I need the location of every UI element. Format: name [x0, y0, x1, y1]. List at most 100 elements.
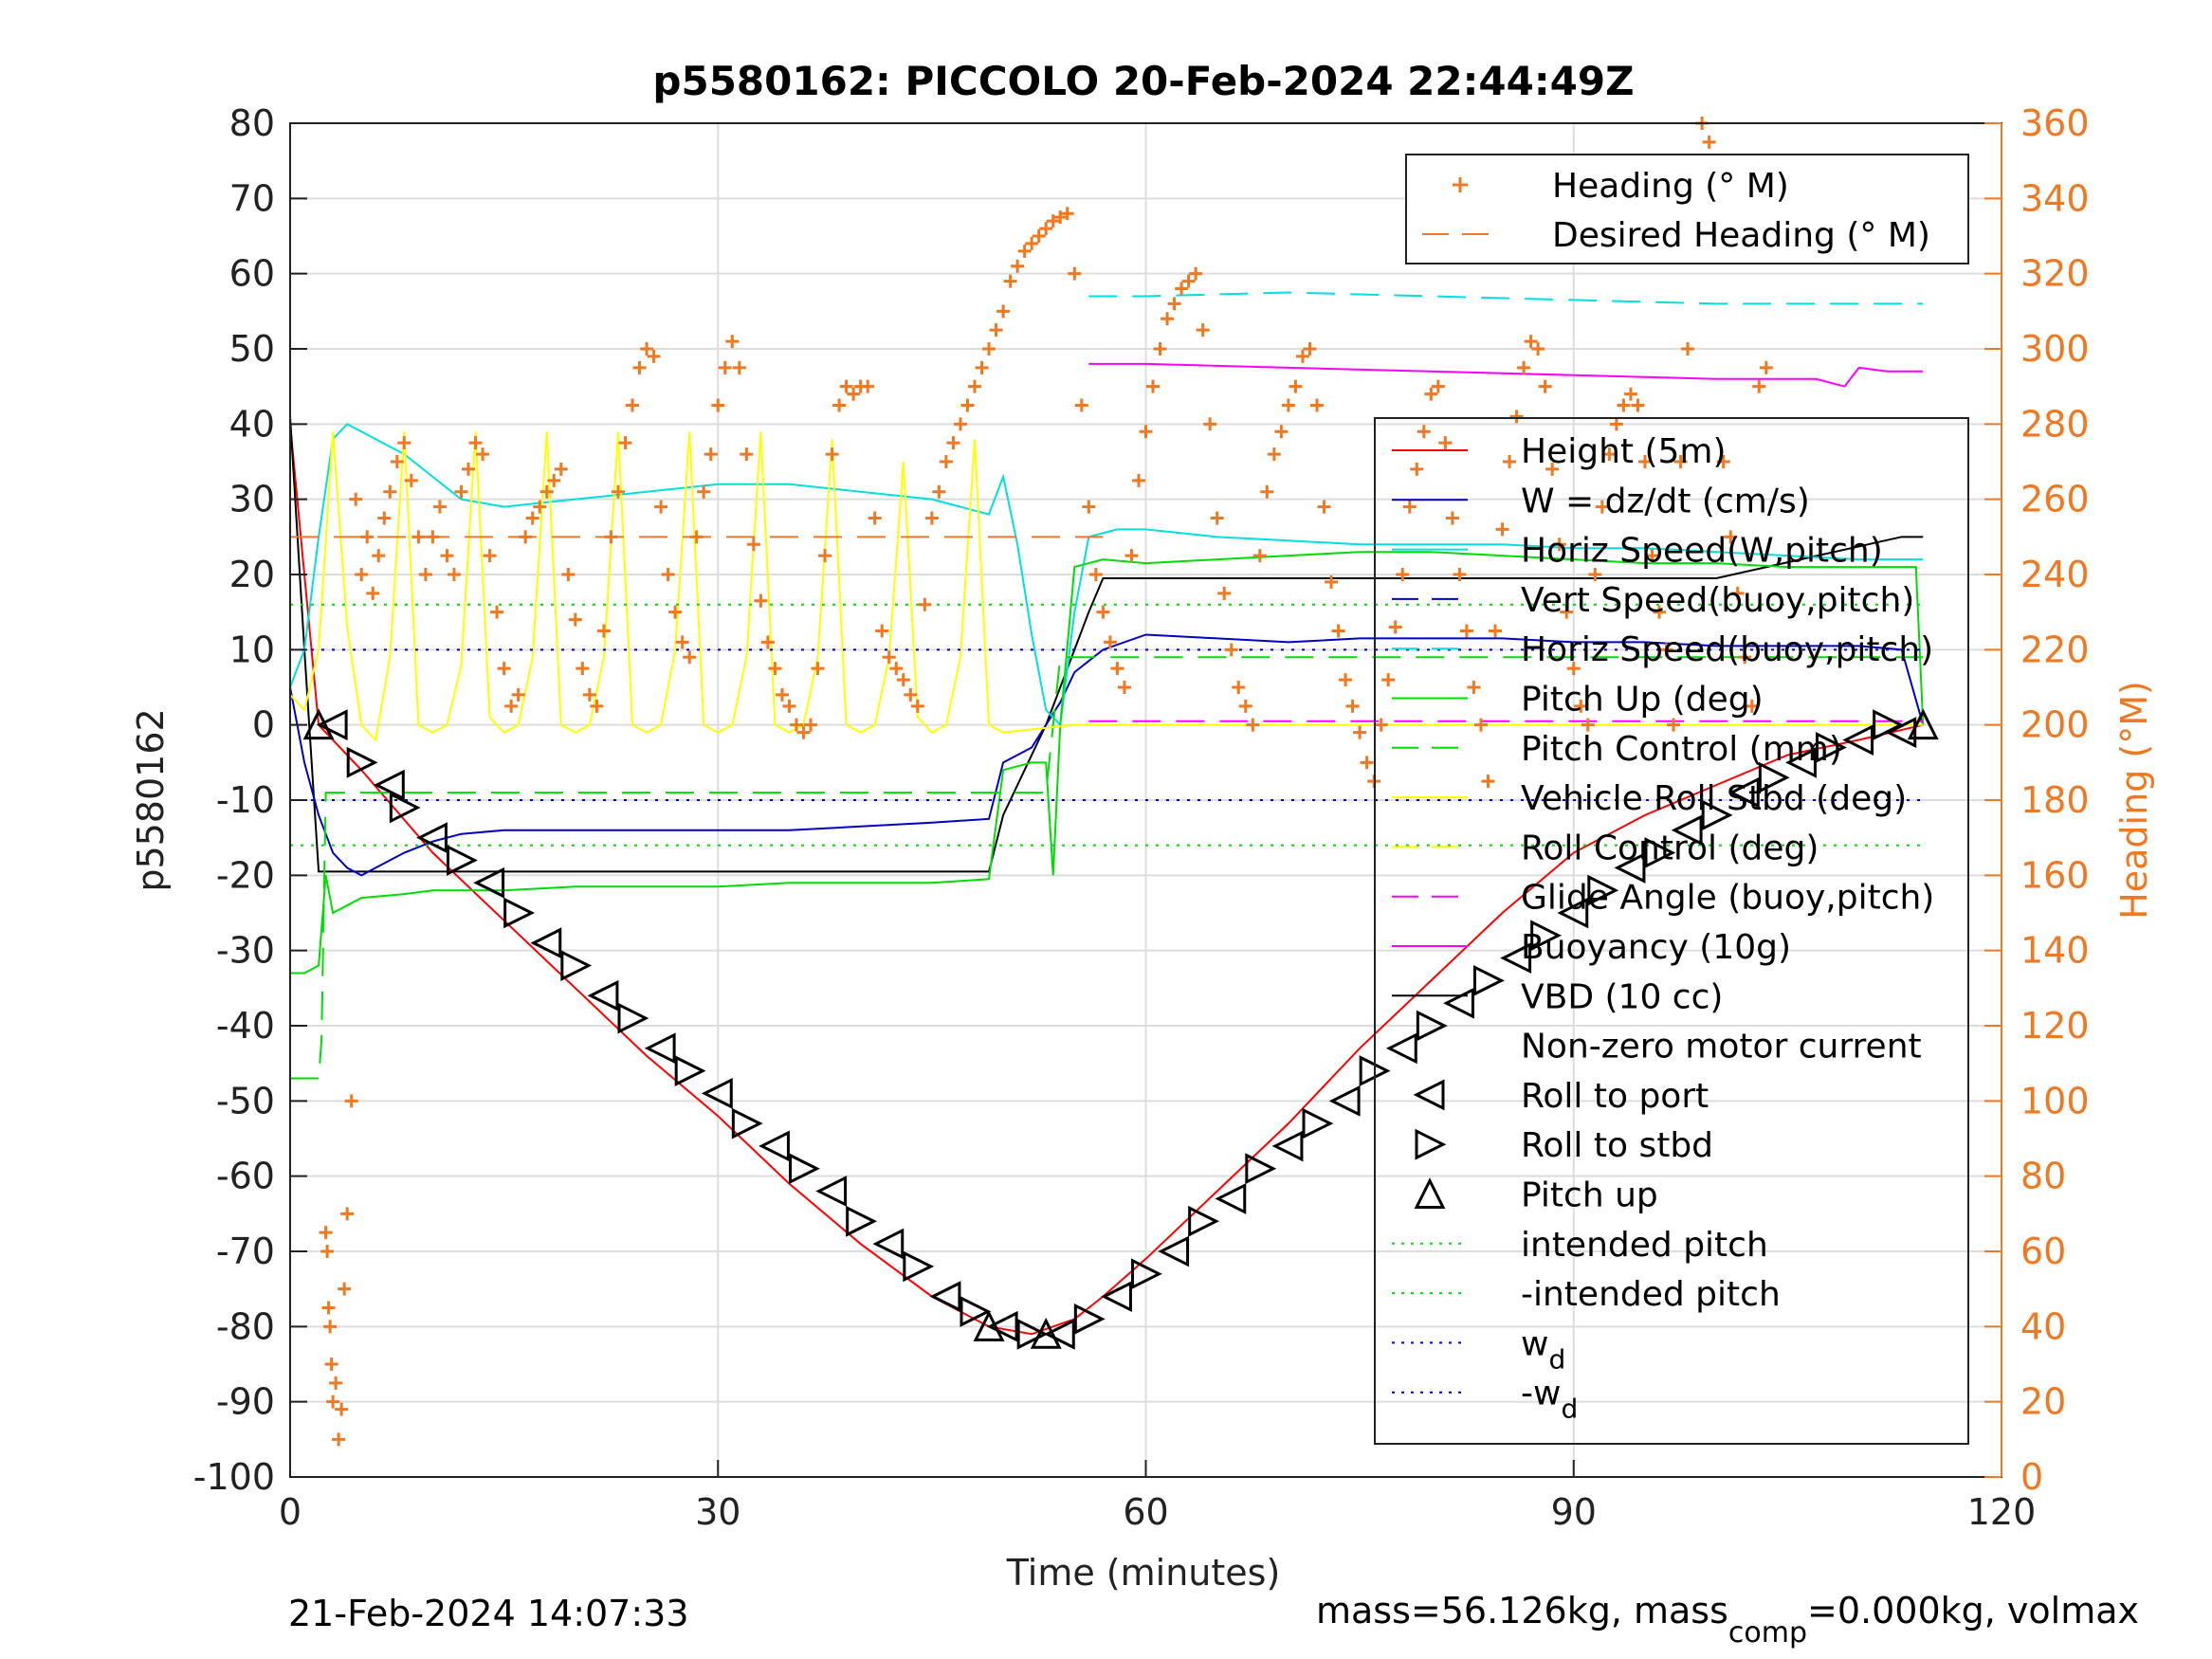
heading-point — [1503, 455, 1517, 468]
marker-right — [1245, 1153, 1277, 1185]
heading-point — [366, 586, 380, 600]
y-tick-label: -20 — [216, 854, 275, 896]
heading-point — [668, 605, 683, 619]
heading-point — [418, 568, 432, 581]
heading-point — [1659, 643, 1673, 657]
y2-tick-label: 100 — [2020, 1080, 2090, 1121]
heading-point — [1274, 425, 1289, 439]
heading-point — [868, 511, 882, 525]
y2-tick-label: 340 — [2020, 177, 2090, 219]
heading-point — [946, 436, 960, 450]
heading-point — [1453, 568, 1467, 581]
heading-point — [1103, 635, 1117, 649]
heading-point — [1017, 244, 1032, 258]
heading-point — [1196, 323, 1210, 337]
heading-point — [939, 455, 953, 468]
heading-point — [875, 624, 889, 638]
heading-point — [782, 699, 796, 713]
marker-left — [1671, 814, 1703, 847]
y2-tick-label: 80 — [2020, 1156, 2066, 1197]
heading-point — [1167, 297, 1181, 311]
heading-point — [323, 1320, 338, 1334]
heading-point — [1673, 455, 1688, 468]
heading-point — [1759, 360, 1773, 374]
marker-left — [1271, 1130, 1304, 1162]
heading-point — [1096, 605, 1110, 619]
legend-main-label: Buoyancy (10g) — [1521, 928, 1791, 967]
heading-point — [618, 436, 632, 450]
marker-up — [1907, 708, 1939, 740]
heading-point — [1053, 210, 1068, 225]
heading-point — [349, 492, 363, 506]
marker-left — [316, 709, 348, 741]
heading-point — [1295, 349, 1309, 363]
heading-point — [539, 484, 554, 499]
y-tick-label: 30 — [229, 479, 275, 520]
heading-point — [960, 398, 975, 412]
marker-left — [416, 822, 448, 854]
heading-point — [590, 699, 604, 713]
y-tick-label: 40 — [229, 403, 275, 445]
footer-mass-sub: comp — [1728, 1616, 1807, 1650]
heading-point — [1509, 410, 1524, 424]
heading-point — [1738, 650, 1752, 665]
marker-left — [1500, 942, 1532, 975]
marker-right — [1758, 761, 1790, 793]
heading-point — [683, 650, 697, 665]
heading-point — [1267, 447, 1281, 462]
heading-point — [319, 1226, 333, 1240]
heading-point — [789, 718, 803, 732]
marker-left — [587, 979, 619, 1012]
heading-point — [1224, 643, 1238, 657]
heading-point — [338, 1282, 352, 1296]
heading-point — [910, 699, 924, 713]
y-tick-label: -80 — [216, 1305, 275, 1347]
heading-point — [1175, 282, 1189, 296]
heading-point — [1560, 605, 1574, 619]
marker-left — [1614, 851, 1646, 884]
heading-point — [1724, 530, 1738, 544]
marker-left — [815, 1176, 848, 1207]
y-tick-label: 50 — [229, 328, 275, 370]
heading-point — [1752, 379, 1766, 393]
heading-point — [1232, 681, 1246, 694]
heading-point — [1417, 425, 1431, 439]
marker-right — [1473, 964, 1505, 996]
heading-point — [483, 549, 497, 563]
marker-right — [1415, 1128, 1447, 1160]
marker-left — [1413, 1079, 1445, 1111]
heading-point — [796, 725, 811, 739]
heading-point — [832, 398, 847, 412]
heading-point — [1681, 342, 1695, 356]
heading-point — [1161, 312, 1175, 326]
heading-point — [1068, 266, 1082, 281]
series-w-dz-dt-cm-s — [289, 633, 1925, 877]
series-buoyancy-10g — [1088, 362, 1924, 388]
marker-left — [701, 1077, 733, 1109]
y-tick-label: -60 — [216, 1156, 275, 1197]
y2-tick-label: 120 — [2020, 1005, 2090, 1047]
heading-point — [654, 500, 668, 514]
heading-point — [711, 398, 725, 412]
heading-point — [1623, 387, 1637, 401]
heading-point — [839, 379, 853, 393]
heading-point — [519, 530, 533, 544]
legend-main-label: Roll to port — [1521, 1077, 1709, 1116]
heading-point — [1438, 436, 1453, 450]
marker-right — [960, 1296, 992, 1327]
heading-point — [1189, 266, 1203, 281]
heading-point — [661, 568, 675, 581]
legend-main-label: Non-zero motor current — [1521, 1028, 1922, 1066]
legend-main-label: Glide Angle (buoy,pitch) — [1521, 879, 1934, 918]
marker-up — [1414, 1177, 1446, 1209]
heading-point — [404, 473, 418, 487]
marker-up — [973, 1309, 1005, 1341]
legend-main-label: Vert Speed(buoy,pitch) — [1521, 581, 1914, 620]
legend-main-label-subscript: d — [1548, 1343, 1565, 1375]
legend-main-label: Roll to stbd — [1521, 1126, 1713, 1165]
marker-left — [1328, 1085, 1361, 1117]
heading-point — [1032, 229, 1046, 243]
marker-left — [1443, 987, 1474, 1019]
y2-axis-label: Heading (°M) — [2113, 681, 2155, 920]
y-tick-label: 10 — [229, 629, 275, 670]
